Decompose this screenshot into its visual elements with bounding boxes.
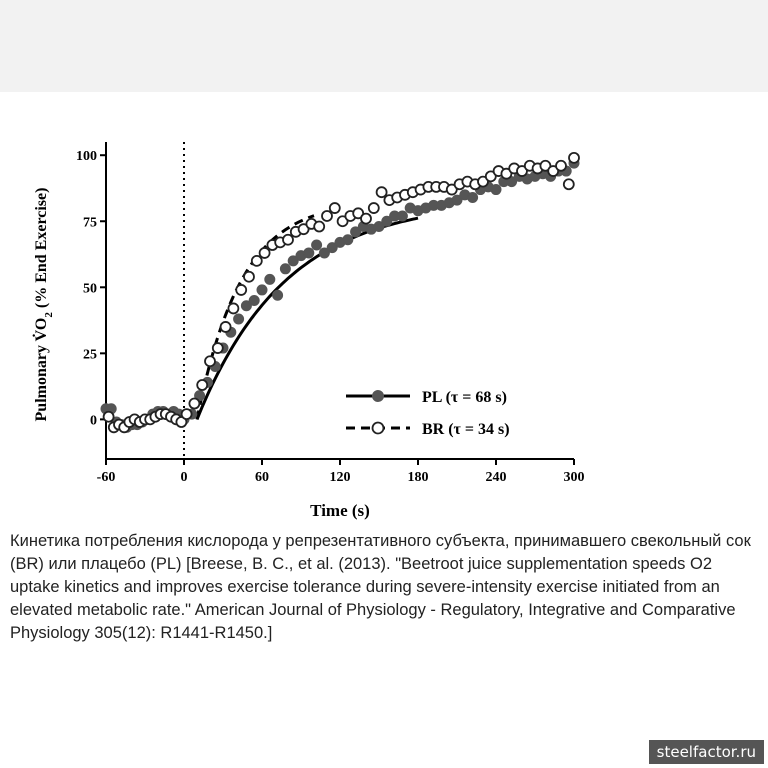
br-data-point bbox=[211, 342, 224, 354]
br-data-point bbox=[243, 270, 255, 283]
x-axis-label: Time (s) bbox=[310, 501, 370, 520]
y-axis-label-rest: (% End Exercise) bbox=[33, 188, 50, 313]
x-tick-label: 300 bbox=[564, 470, 585, 485]
br-data-point bbox=[484, 170, 497, 183]
legend-marker bbox=[372, 390, 384, 402]
legend-label: BR (τ = 34 s) bbox=[422, 421, 510, 438]
br-data-point bbox=[102, 410, 115, 423]
br-data-point bbox=[445, 183, 458, 196]
x-tick-label: -60 bbox=[97, 470, 116, 485]
br-data-point bbox=[227, 302, 240, 315]
br-data-point bbox=[297, 223, 310, 236]
top-band bbox=[0, 0, 768, 92]
br-data-point bbox=[188, 397, 201, 410]
pl-data-point bbox=[396, 210, 408, 222]
br-data-point bbox=[328, 202, 341, 214]
br-data-point bbox=[180, 408, 193, 420]
y-tick-label: 75 bbox=[83, 215, 97, 230]
pl-data-point bbox=[240, 300, 252, 312]
pl-data-point bbox=[506, 176, 518, 188]
x-tick-label: 180 bbox=[408, 470, 429, 485]
pl-data-point bbox=[311, 239, 323, 251]
legend-marker bbox=[371, 421, 385, 435]
pl-data-point bbox=[350, 226, 362, 238]
br-data-point bbox=[562, 178, 575, 191]
br-data-point bbox=[375, 186, 388, 199]
pl-data-point bbox=[272, 289, 284, 301]
pl-data-point bbox=[326, 242, 338, 254]
pl-data-point bbox=[264, 273, 276, 285]
chart-legend: PL (τ = 68 s) BR (τ = 34 s) bbox=[346, 389, 510, 438]
pl-data-point bbox=[248, 295, 260, 306]
br-data-point bbox=[360, 212, 372, 225]
pl-data-point bbox=[381, 215, 393, 227]
y-tick-label: 25 bbox=[83, 347, 97, 362]
fit-curves bbox=[195, 214, 419, 420]
x-tick-label: 240 bbox=[486, 470, 507, 485]
y-tick-label: 50 bbox=[83, 281, 97, 296]
br-data-point bbox=[250, 254, 263, 267]
br-data-point bbox=[204, 355, 216, 368]
data-points bbox=[100, 151, 580, 434]
pl-data-point bbox=[451, 194, 463, 206]
br-data-point bbox=[500, 167, 513, 180]
br-data-point bbox=[336, 215, 349, 228]
br-data-point bbox=[516, 165, 528, 177]
br-data-point bbox=[219, 321, 232, 333]
pl-data-point bbox=[373, 221, 385, 233]
x-tick-label: 0 bbox=[181, 470, 188, 485]
br-data-point bbox=[282, 233, 294, 246]
pl-data-point bbox=[194, 390, 206, 402]
pl-data-point bbox=[279, 263, 291, 275]
y-tick-label: 0 bbox=[90, 413, 97, 428]
br-data-point bbox=[313, 220, 326, 233]
pl-data-point bbox=[342, 234, 354, 246]
pl-data-point bbox=[303, 247, 315, 259]
br-data-point bbox=[555, 159, 567, 172]
pl-data-point bbox=[233, 313, 245, 325]
figure-caption: Кинетика потребления кислорода у репрезе… bbox=[10, 532, 751, 642]
fit-curve bbox=[195, 214, 315, 420]
x-tick-label: 120 bbox=[330, 470, 351, 485]
x-tick-label: 60 bbox=[255, 470, 269, 485]
vo2-kinetics-chart: -60 0 60 120 180 240 300 0 25 50 75 100 PL (τ = 68 … bbox=[31, 142, 585, 520]
pl-data-point bbox=[318, 247, 330, 259]
br-data-point bbox=[568, 151, 580, 164]
pl-data-point bbox=[490, 184, 502, 196]
br-data-point bbox=[175, 416, 188, 428]
chart-ticks: -60 0 60 120 180 240 300 0 25 50 75 100 bbox=[76, 149, 585, 485]
br-data-point bbox=[547, 165, 560, 177]
br-data-point bbox=[477, 175, 489, 188]
br-data-point bbox=[196, 379, 209, 391]
br-data-point bbox=[235, 284, 248, 296]
site-watermark[interactable]: steelfactor.ru bbox=[648, 740, 764, 764]
pl-data-point bbox=[256, 284, 268, 296]
pl-data-point bbox=[467, 191, 479, 203]
br-data-point bbox=[539, 159, 552, 172]
y-axis-label-subscript: 2 bbox=[43, 312, 55, 318]
br-data-point bbox=[258, 247, 271, 259]
br-data-point bbox=[321, 210, 333, 222]
pl-data-point bbox=[287, 255, 299, 267]
y-tick-label: 100 bbox=[76, 149, 97, 164]
y-axis-label: Pulmonary V̇O2 (% End Exercise) bbox=[31, 188, 55, 422]
legend-label: PL (τ = 68 s) bbox=[422, 389, 507, 406]
y-axis-label-main: Pulmonary V̇O bbox=[31, 318, 50, 422]
br-data-point bbox=[352, 207, 365, 220]
br-data-point bbox=[367, 202, 380, 214]
